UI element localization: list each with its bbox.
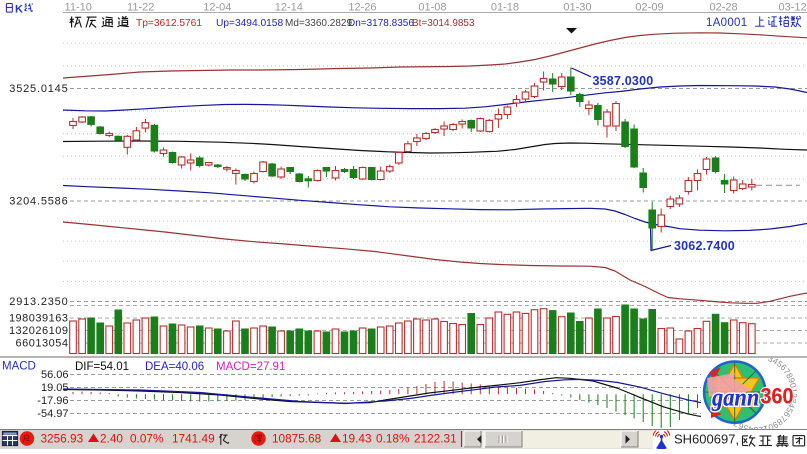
svg-text:2122.31: 2122.31 [414, 432, 457, 446]
svg-text:3587.0300: 3587.0300 [593, 74, 654, 88]
svg-text:3525.0145: 3525.0145 [9, 83, 68, 95]
svg-text:10875.68: 10875.68 [272, 432, 322, 446]
svg-text:01-08: 01-08 [418, 2, 446, 14]
svg-text:56.06: 56.06 [41, 369, 69, 381]
svg-text:66013054: 66013054 [16, 338, 69, 350]
svg-text:11-22: 11-22 [127, 2, 154, 14]
svg-text:DIF=54.01: DIF=54.01 [75, 361, 129, 373]
svg-text:SH600697: SH600697 [674, 432, 735, 447]
svg-text:12-04: 12-04 [203, 2, 231, 14]
svg-text:2.40: 2.40 [100, 432, 123, 446]
svg-text:19.43: 19.43 [342, 432, 372, 446]
svg-text:K: K [15, 3, 23, 15]
svg-text:Up=3494.0158: Up=3494.0158 [216, 18, 283, 29]
svg-text:3204.5586: 3204.5586 [9, 196, 68, 208]
svg-text:2913.2350: 2913.2350 [9, 296, 68, 308]
svg-text:1A0001: 1A0001 [706, 17, 747, 29]
svg-text:,: , [736, 432, 740, 447]
svg-text:-54.97: -54.97 [37, 408, 68, 420]
svg-text:Md=3360.2829: Md=3360.2829 [285, 18, 352, 29]
svg-text:Tp=3612.5761: Tp=3612.5761 [136, 18, 202, 29]
svg-text:3062.7400: 3062.7400 [674, 239, 735, 253]
svg-text:3256.93: 3256.93 [41, 432, 84, 446]
svg-text:02-28: 02-28 [710, 2, 738, 14]
svg-text:0.07%: 0.07% [130, 432, 164, 446]
svg-text:11-10: 11-10 [65, 2, 92, 14]
svg-text:12-26: 12-26 [348, 2, 376, 14]
svg-text:01-30: 01-30 [563, 2, 591, 14]
svg-text:12-14: 12-14 [275, 2, 303, 14]
svg-text:1741.49: 1741.49 [172, 432, 215, 446]
svg-text:03-12: 03-12 [779, 2, 807, 14]
svg-text:0.18%: 0.18% [376, 432, 410, 446]
svg-text:-17.96: -17.96 [37, 395, 68, 407]
svg-text:MACD: MACD [2, 361, 36, 373]
svg-text:198039163: 198039163 [9, 313, 69, 325]
svg-text:19.05: 19.05 [41, 382, 69, 394]
svg-text:DEA=40.06: DEA=40.06 [145, 361, 204, 373]
svg-text:01-18: 01-18 [491, 2, 519, 14]
svg-text:Bt=3014.9853: Bt=3014.9853 [412, 18, 475, 29]
svg-text:132026109: 132026109 [9, 325, 69, 337]
svg-text:360: 360 [761, 384, 794, 408]
svg-text:02-09: 02-09 [635, 2, 663, 14]
svg-text:Dn=3178.8356: Dn=3178.8356 [348, 18, 414, 29]
svg-text:MACD=27.91: MACD=27.91 [216, 361, 285, 373]
svg-text:gann: gann [711, 384, 759, 412]
